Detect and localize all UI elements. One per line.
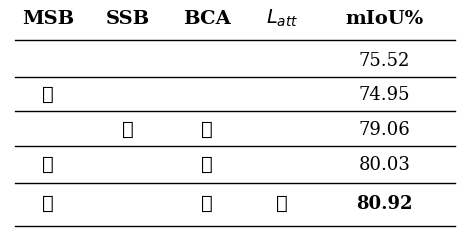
- Text: BCA: BCA: [183, 10, 231, 28]
- Text: MSB: MSB: [22, 10, 74, 28]
- Text: 75.52: 75.52: [359, 52, 410, 70]
- Text: ✓: ✓: [201, 195, 213, 213]
- Text: mIoU%: mIoU%: [345, 10, 423, 28]
- Text: ✓: ✓: [201, 156, 213, 174]
- Text: ✓: ✓: [201, 121, 213, 139]
- Text: ✓: ✓: [42, 156, 54, 174]
- Text: ✓: ✓: [42, 86, 54, 104]
- Text: 79.06: 79.06: [359, 121, 410, 139]
- Text: 80.92: 80.92: [356, 195, 413, 213]
- Text: ✓: ✓: [42, 195, 54, 213]
- Text: $L_{att}$: $L_{att}$: [266, 8, 298, 29]
- Text: ✓: ✓: [122, 121, 133, 139]
- Text: SSB: SSB: [105, 10, 149, 28]
- Text: 74.95: 74.95: [359, 86, 410, 104]
- Text: 80.03: 80.03: [359, 156, 410, 174]
- Text: ✓: ✓: [276, 195, 288, 213]
